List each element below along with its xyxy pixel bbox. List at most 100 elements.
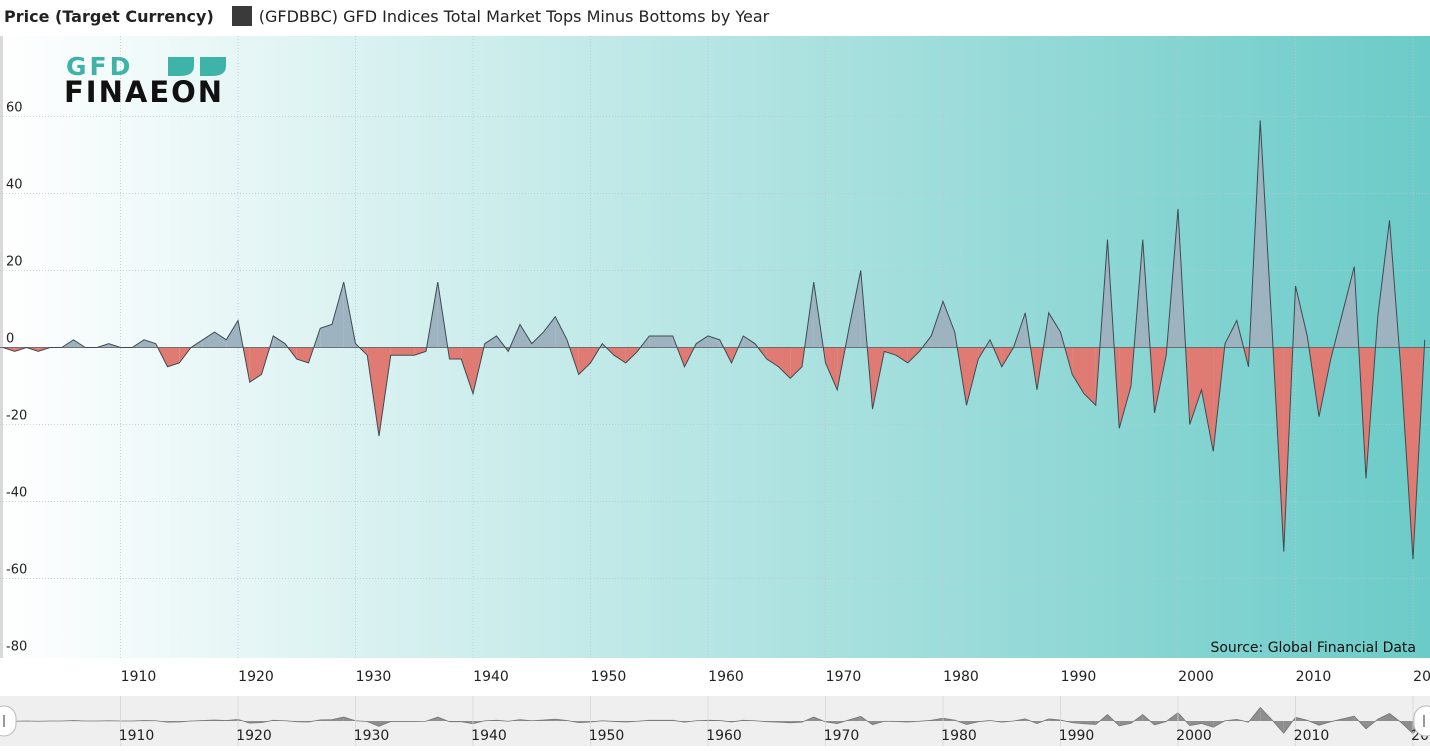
data-point[interactable] xyxy=(972,353,984,365)
data-point[interactable] xyxy=(914,345,926,357)
data-point[interactable] xyxy=(373,430,385,442)
data-point[interactable] xyxy=(444,353,456,365)
data-point[interactable] xyxy=(1008,342,1020,354)
data-point[interactable] xyxy=(679,361,691,373)
data-point[interactable] xyxy=(726,357,738,369)
data-point[interactable] xyxy=(1407,553,1419,565)
data-point[interactable] xyxy=(1160,349,1172,361)
data-point[interactable] xyxy=(1172,203,1184,215)
data-point[interactable] xyxy=(761,353,773,365)
data-point[interactable] xyxy=(1066,368,1078,380)
data-point[interactable] xyxy=(1137,234,1149,246)
data-point[interactable] xyxy=(737,330,749,342)
data-point[interactable] xyxy=(773,361,785,373)
data-point[interactable] xyxy=(56,342,68,354)
data-point[interactable] xyxy=(256,368,268,380)
data-point[interactable] xyxy=(209,326,221,338)
data-point[interactable] xyxy=(1254,114,1266,126)
data-point[interactable] xyxy=(115,342,127,354)
data-point[interactable] xyxy=(1196,384,1208,396)
data-point[interactable] xyxy=(314,322,326,334)
navigator-handle-right[interactable] xyxy=(1413,705,1430,737)
data-point[interactable] xyxy=(9,345,21,357)
data-point[interactable] xyxy=(1301,330,1313,342)
data-point[interactable] xyxy=(185,342,197,354)
data-point[interactable] xyxy=(32,345,44,357)
data-point[interactable] xyxy=(103,338,115,350)
data-point[interactable] xyxy=(1055,326,1067,338)
navigator-handle-left[interactable] xyxy=(0,705,17,737)
data-point[interactable] xyxy=(608,349,620,361)
data-point[interactable] xyxy=(561,334,573,346)
data-point[interactable] xyxy=(126,342,138,354)
data-point[interactable] xyxy=(690,338,702,350)
data-point[interactable] xyxy=(1290,280,1302,292)
data-point[interactable] xyxy=(68,334,80,346)
data-point[interactable] xyxy=(1243,361,1255,373)
data-point[interactable] xyxy=(1043,307,1055,319)
data-point[interactable] xyxy=(397,349,409,361)
data-point[interactable] xyxy=(984,334,996,346)
data-point[interactable] xyxy=(573,368,585,380)
data-point[interactable] xyxy=(197,334,209,346)
data-point[interactable] xyxy=(44,342,56,354)
data-point[interactable] xyxy=(279,338,291,350)
data-point[interactable] xyxy=(1031,384,1043,396)
data-point[interactable] xyxy=(1219,338,1231,350)
data-point[interactable] xyxy=(420,345,432,357)
data-point[interactable] xyxy=(961,399,973,411)
series-line[interactable] xyxy=(2,120,1426,560)
data-point[interactable] xyxy=(1113,422,1125,434)
navigator[interactable]: 1910 1920 1930 1940 1950 1960 1970 1980 1990 2000… xyxy=(0,696,1430,746)
data-point[interactable] xyxy=(455,353,467,365)
data-point[interactable] xyxy=(996,361,1008,373)
data-point[interactable] xyxy=(1337,307,1349,319)
data-point[interactable] xyxy=(1313,411,1325,423)
data-point[interactable] xyxy=(303,357,315,369)
data-point[interactable] xyxy=(632,345,644,357)
data-point[interactable] xyxy=(820,357,832,369)
data-point[interactable] xyxy=(1266,322,1278,334)
data-point[interactable] xyxy=(326,318,338,330)
data-point[interactable] xyxy=(878,345,890,357)
data-point[interactable] xyxy=(526,338,538,350)
data-point[interactable] xyxy=(585,357,597,369)
data-point[interactable] xyxy=(173,357,185,369)
data-point[interactable] xyxy=(796,361,808,373)
data-point[interactable] xyxy=(79,342,91,354)
data-point[interactable] xyxy=(890,349,902,361)
data-point[interactable] xyxy=(714,334,726,346)
data-point[interactable] xyxy=(432,276,444,288)
data-point[interactable] xyxy=(491,330,503,342)
data-point[interactable] xyxy=(138,334,150,346)
data-point[interactable] xyxy=(808,276,820,288)
data-point[interactable] xyxy=(1019,307,1031,319)
data-point[interactable] xyxy=(1125,380,1137,392)
data-point[interactable] xyxy=(220,334,232,346)
data-point[interactable] xyxy=(479,338,491,350)
data-point[interactable] xyxy=(361,349,373,361)
data-point[interactable] xyxy=(949,326,961,338)
data-point[interactable] xyxy=(937,295,949,307)
data-point[interactable] xyxy=(1231,315,1243,327)
data-point[interactable] xyxy=(21,342,33,354)
data-point[interactable] xyxy=(843,322,855,334)
data-point[interactable] xyxy=(1325,353,1337,365)
data-point[interactable] xyxy=(291,353,303,365)
data-point[interactable] xyxy=(643,330,655,342)
data-point[interactable] xyxy=(1395,368,1407,380)
data-point[interactable] xyxy=(855,265,867,277)
data-point[interactable] xyxy=(350,338,362,350)
data-point[interactable] xyxy=(1207,445,1219,457)
data-point[interactable] xyxy=(620,357,632,369)
data-point[interactable] xyxy=(867,403,879,415)
data-point[interactable] xyxy=(232,315,244,327)
data-point[interactable] xyxy=(1384,214,1396,226)
data-point[interactable] xyxy=(831,384,843,396)
data-point[interactable] xyxy=(514,318,526,330)
data-point[interactable] xyxy=(162,361,174,373)
data-point[interactable] xyxy=(749,338,761,350)
data-point[interactable] xyxy=(1278,546,1290,558)
series-name[interactable]: (GFDBBC) GFD Indices Total Market Tops M… xyxy=(258,6,770,26)
data-point[interactable] xyxy=(784,372,796,384)
